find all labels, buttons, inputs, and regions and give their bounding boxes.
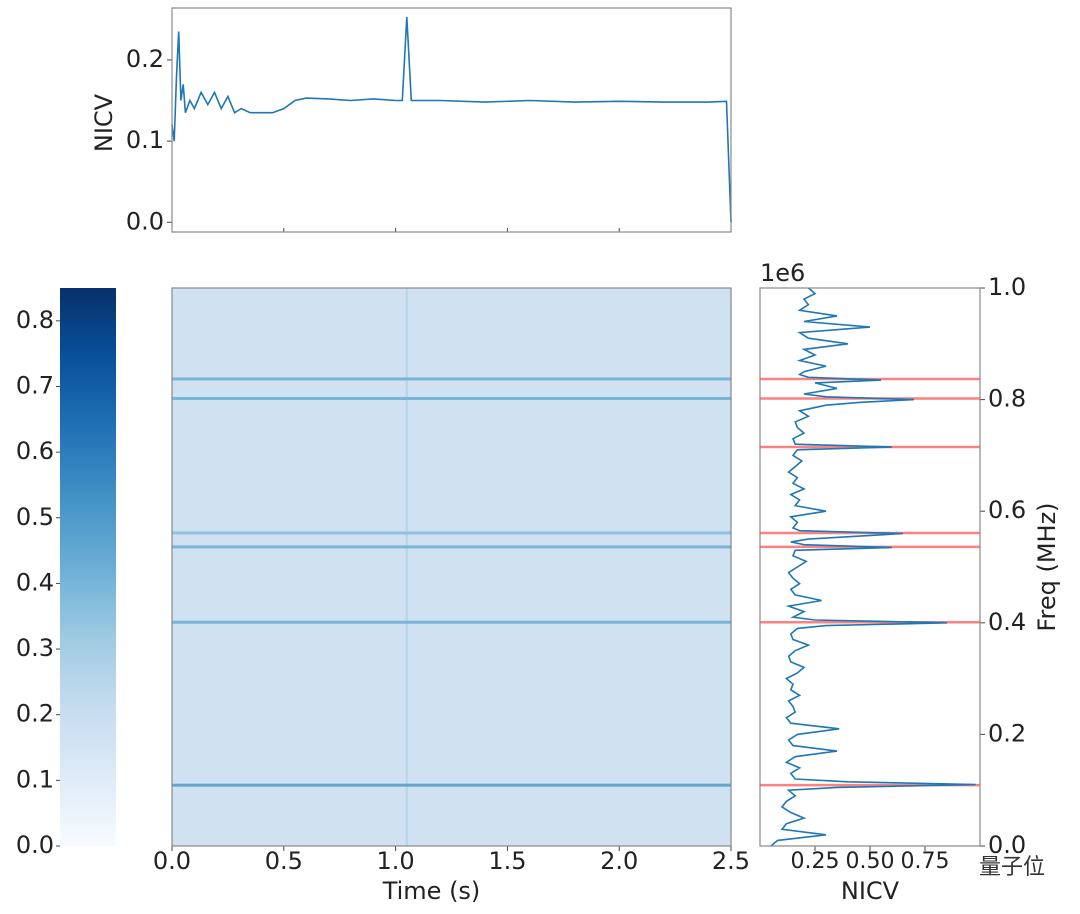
colorbar-tick-label: 0.7 <box>16 371 54 399</box>
x-tick-label: 2.5 <box>712 847 750 875</box>
heatmap-row <box>172 783 731 787</box>
y-tick-label: 0.2 <box>126 45 164 73</box>
colorbar-tick-label: 0.4 <box>16 568 54 596</box>
y-offset-label: 1e6 <box>760 259 805 287</box>
nicv-trace <box>171 16 732 223</box>
colorbar-tick-label: 0.2 <box>16 700 54 728</box>
x-tick-label: 0.75 <box>901 849 950 874</box>
y-tick-label: 0.4 <box>988 608 1026 636</box>
x-tick-label: 2.0 <box>600 847 638 875</box>
axes-frame <box>171 287 732 847</box>
colorbar-tick-label: 0.3 <box>16 634 54 662</box>
y-tick-label: 0.2 <box>988 719 1026 747</box>
colorbar <box>60 288 116 846</box>
x-tick-label: 1.5 <box>488 847 526 875</box>
heatmap-row <box>172 396 731 400</box>
y-tick-label: 0.8 <box>988 385 1026 413</box>
colorbar-tick-label: 0.1 <box>16 765 54 793</box>
x-tick-label: 0.50 <box>846 849 895 874</box>
x-axis-label: NICV <box>841 877 900 905</box>
colorbar-tick-label: 0.0 <box>16 831 54 859</box>
watermark: 量子位 <box>979 855 1045 880</box>
heatmap-row <box>172 377 731 381</box>
x-tick-label: 0.5 <box>265 847 303 875</box>
nicv-trace <box>770 287 976 847</box>
y-axis-label: Freq (MHz) <box>1033 502 1061 631</box>
colorbar-tick-label: 0.8 <box>16 306 54 334</box>
heatmap-column <box>405 288 408 846</box>
x-axis-label: Time (s) <box>382 877 481 905</box>
x-tick-label: 0.0 <box>153 847 191 875</box>
heatmap-base <box>172 288 731 846</box>
y-tick-label: 0.0 <box>988 831 1026 859</box>
y-tick-label: 0.6 <box>988 496 1026 524</box>
axes-frame <box>171 7 732 233</box>
heatmap-row <box>172 620 731 624</box>
heatmap-row <box>172 545 731 549</box>
y-axis-label: NICV <box>90 93 118 152</box>
x-tick-label: 0.25 <box>791 849 840 874</box>
x-tick-label: 1.0 <box>377 847 415 875</box>
axes-frame <box>759 287 981 847</box>
y-tick-label: 1.0 <box>988 273 1026 301</box>
colorbar-tick-label: 0.6 <box>16 437 54 465</box>
colorbar-tick-label: 0.5 <box>16 503 54 531</box>
y-tick-label: 0.1 <box>126 126 164 154</box>
y-tick-label: 0.0 <box>126 207 164 235</box>
heatmap-row <box>172 531 731 535</box>
